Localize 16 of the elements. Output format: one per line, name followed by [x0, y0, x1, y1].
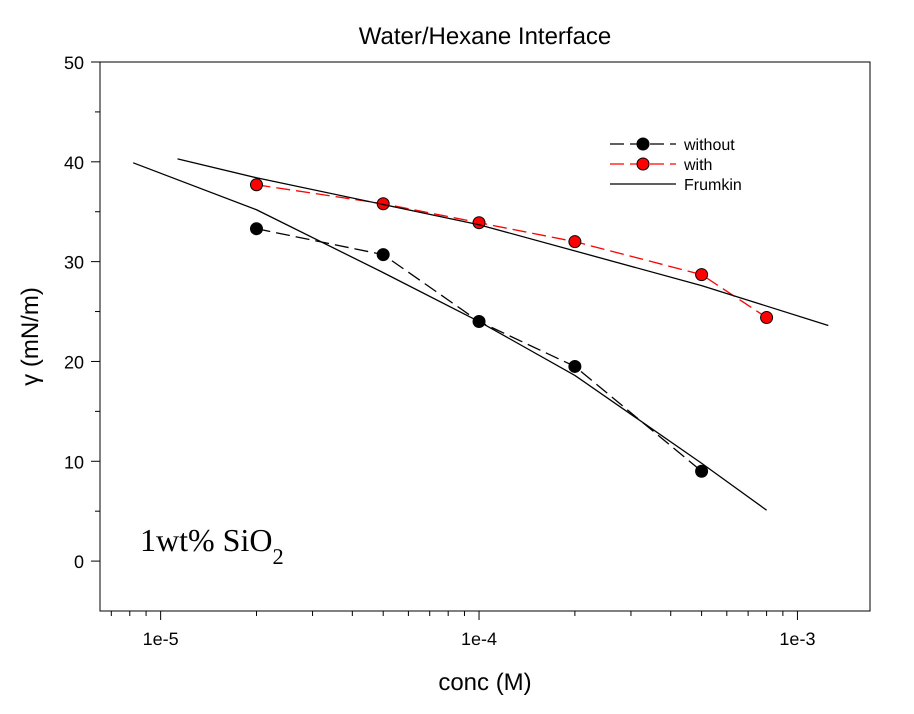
legend-label: Frumkin: [684, 177, 742, 194]
x-tick-label: 1e-5: [142, 629, 179, 649]
y-tick-label: 0: [74, 552, 84, 572]
y-tick-label: 50: [64, 53, 84, 73]
y-tick-label: 20: [64, 352, 84, 372]
annotation: 1wt% SiO$_{2}$: [140, 522, 284, 568]
y-tick-label: 10: [64, 452, 84, 472]
x-tick-label: 1e-4: [461, 629, 498, 649]
x-tick-label: 1e-3: [779, 629, 816, 649]
legend-label: without: [683, 137, 736, 154]
y-axis-title: γ (mN/m): [17, 287, 44, 386]
x-axis-title: conc (M): [438, 669, 532, 696]
y-tick-label: 40: [64, 152, 84, 173]
chart-title: Water/Hexane Interface: [358, 23, 612, 50]
legend-label: with: [683, 157, 712, 174]
y-tick-label: 30: [64, 252, 84, 273]
